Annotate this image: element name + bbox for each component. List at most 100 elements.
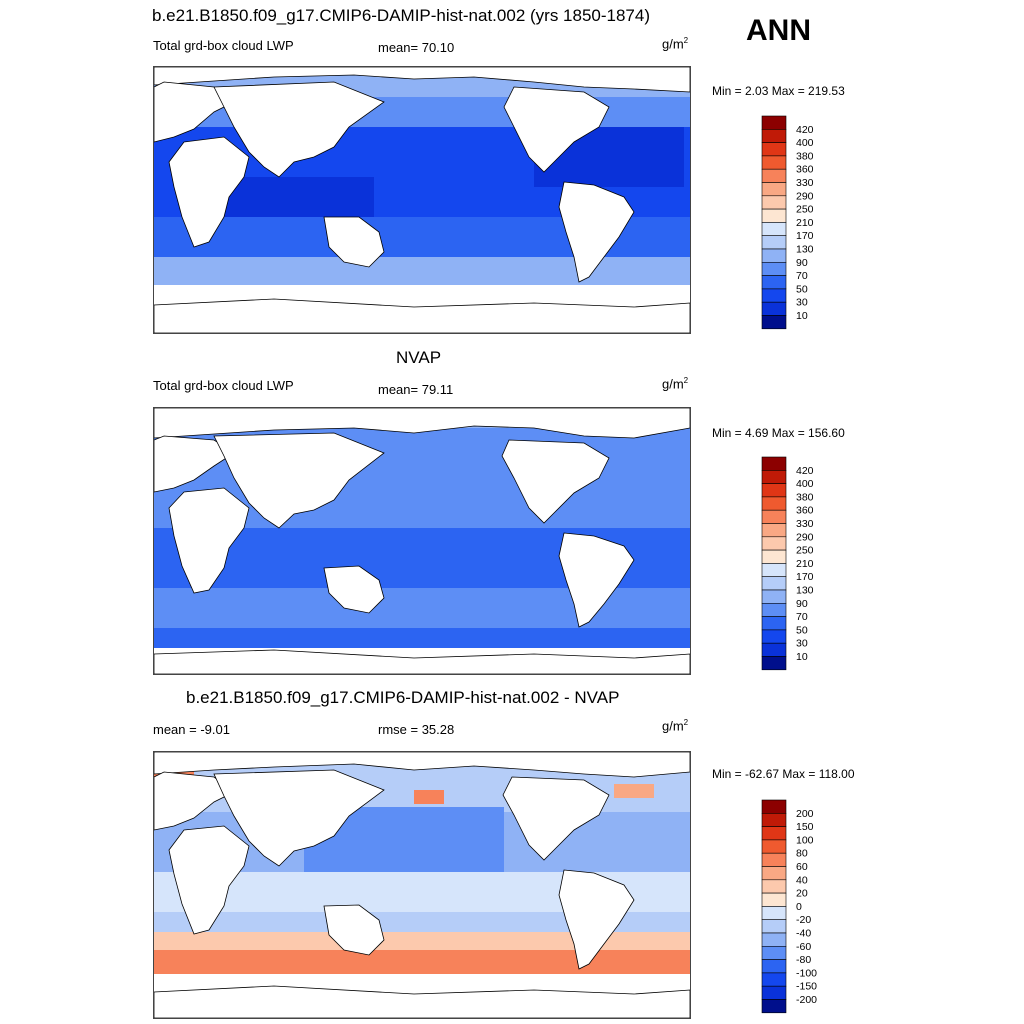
panel-1-colorbar-tick-label: 170 — [796, 230, 814, 242]
panel-1-colorbar-tick-label: 50 — [796, 283, 808, 295]
panel-3-colorbar-swatch — [761, 852, 787, 867]
panel-1-colorbar-swatch — [761, 288, 787, 303]
panel-1-colorbar-tick-label: 420 — [796, 124, 814, 136]
panel-1-colorbar-tick-label: 290 — [796, 190, 814, 202]
panel-3-colorbar-tick-label: -100 — [796, 967, 817, 979]
panel-3-rmse-label: rmse = 35.28 — [378, 722, 455, 737]
panel-2-colorbar-swatch — [761, 603, 787, 617]
panel-2-colorbar-swatch — [761, 589, 787, 604]
panel-3-colorbar-swatch — [761, 932, 787, 947]
panel-3-colorbar-swatch — [761, 946, 787, 960]
panel-1-colorbar-tick-label: 360 — [796, 164, 814, 176]
panel-3-colorbar: 200 150 100 80 60 40 20 0 -20 -40 -60 -80 -100 -150 -2… — [761, 799, 842, 1014]
panel-3-colorbar-swatch — [761, 866, 787, 881]
panel-2-colorbar-swatch — [761, 496, 787, 511]
panel-2-colorbar-tick-label: 290 — [796, 531, 814, 543]
panel-1-colorbar-tick-label: 400 — [796, 137, 814, 149]
panel-1-mean-label: mean= 70.10 — [378, 40, 455, 55]
panel-3-colorbar-swatch — [761, 799, 787, 814]
panel-2-colorbar-swatch — [761, 470, 787, 484]
panel-2-variable-label: Total grd-box cloud LWP — [153, 378, 294, 393]
panel-1-colorbar-swatch — [761, 301, 787, 316]
panel-3-colorbar-swatch — [761, 813, 787, 827]
panel-1-units: g/m2 — [662, 36, 689, 52]
panel-1-colorbar-tick-label: 30 — [796, 297, 808, 309]
panel-1-colorbar-swatch — [761, 275, 787, 290]
panel-2-colorbar-tick-label: 90 — [796, 598, 808, 610]
panel-3-colorbar-tick-label: 60 — [796, 861, 808, 873]
panel-2-colorbar-swatch — [761, 642, 787, 657]
panel-2-colorbar-swatch — [761, 536, 787, 551]
panel-2-colorbar-swatch — [761, 563, 787, 578]
panel-1-colorbar-swatch — [761, 129, 787, 143]
panel-1-colorbar-tick-label: 90 — [796, 257, 808, 269]
panel-1-colorbar-tick-label: 210 — [796, 217, 814, 229]
panel-1-colorbar-tick-label: 130 — [796, 244, 814, 256]
panel-3-colorbar-tick-label: 0 — [796, 901, 802, 913]
panel-3-colorbar-tick-label: 80 — [796, 848, 808, 860]
panel-1-colorbar-swatch — [761, 155, 787, 170]
panel-2-colorbar-swatch — [761, 509, 787, 524]
panel-3-title: b.e21.B1850.f09_g17.CMIP6-DAMIP-hist-nat… — [186, 688, 620, 707]
panel-1-colorbar-swatch — [761, 168, 787, 183]
panel-3-colorbar-tick-label: -150 — [796, 981, 817, 993]
panel-3-colorbar-tick-label: 200 — [796, 808, 814, 820]
panel-3-mean-label: mean = -9.01 — [153, 722, 230, 737]
panel-3-colorbar-tick-label: -200 — [796, 994, 817, 1006]
panel-2-colorbar-tick-label: 250 — [796, 545, 814, 557]
panel-3-colorbar-swatch — [761, 985, 787, 1000]
panel-1-colorbar-swatch — [761, 222, 787, 237]
panel-1-colorbar-swatch — [761, 248, 787, 263]
panel-3-colorbar-swatch — [761, 972, 787, 987]
panel-2-colorbar-swatch — [761, 549, 787, 564]
panel-3-colorbar-swatch — [761, 919, 787, 934]
panel-3-colorbar-tick-label: 40 — [796, 874, 808, 886]
panel-2-colorbar-swatch — [761, 656, 787, 671]
panel-3-colorbar-swatch — [761, 999, 787, 1014]
panel-2-mean-label: mean= 79.11 — [378, 382, 454, 397]
panel-3-units: g/m2 — [662, 718, 689, 734]
panel-3-colorbar-tick-label: -60 — [796, 941, 811, 953]
panel-2-colorbar: 420 400 380 360 330 290 250 210 170 130 90 70 50 30 10 — [761, 456, 842, 671]
panel-2-colorbar-tick-label: 10 — [796, 651, 808, 663]
panel-3-colorbar-swatch — [761, 879, 787, 894]
panel-1-title: b.e21.B1850.f09_g17.CMIP6-DAMIP-hist-nat… — [152, 6, 650, 25]
panel-2-title: NVAP — [396, 348, 442, 367]
panel-2-colorbar-tick-label: 50 — [796, 624, 808, 636]
panel-2-colorbar-tick-label: 400 — [796, 478, 814, 490]
panel-1-colorbar-swatch — [761, 182, 787, 197]
panel-3-colorbar-tick-label: 20 — [796, 888, 808, 900]
panel-2-colorbar-tick-label: 210 — [796, 558, 814, 570]
panel-3-colorbar-swatch — [761, 892, 787, 907]
panel-1-colorbar-swatch — [761, 195, 787, 210]
panel-3-colorbar-swatch — [761, 839, 787, 854]
panel-2-colorbar-tick-label: 380 — [796, 491, 814, 503]
panel-1-colorbar-tick-label: 380 — [796, 150, 814, 162]
panel-1-colorbar-tick-label: 10 — [796, 310, 808, 322]
panel-3-colorbar-tick-label: 150 — [796, 821, 814, 833]
panel-3-colorbar-swatch — [761, 959, 787, 974]
panel-2-colorbar-swatch — [761, 629, 787, 644]
panel-3-colorbar-tick-label: -80 — [796, 954, 811, 966]
panel-2-units: g/m2 — [662, 376, 689, 392]
panel-1-minmax: Min = 2.03 Max = 219.53 — [712, 84, 845, 98]
panel-2-colorbar-swatch — [761, 456, 787, 471]
panel-1-colorbar-swatch — [761, 315, 787, 330]
panel-2-map — [153, 407, 691, 675]
panel-1-colorbar-tick-label: 330 — [796, 177, 814, 189]
panel-2-minmax: Min = 4.69 Max = 156.60 — [712, 426, 845, 440]
panel-3-colorbar-swatch — [761, 906, 787, 921]
panel-3-colorbar-tick-label: -20 — [796, 914, 811, 926]
panel-1-colorbar-swatch — [761, 235, 787, 250]
panel-1-colorbar-tick-label: 70 — [796, 270, 808, 282]
panel-2-colorbar-swatch — [761, 616, 787, 631]
panel-2-colorbar-swatch — [761, 576, 787, 591]
panel-2-colorbar-tick-label: 420 — [796, 465, 814, 477]
panel-2-colorbar-swatch — [761, 483, 787, 498]
panel-1-variable-label: Total grd-box cloud LWP — [153, 38, 294, 53]
panel-3-map — [153, 751, 691, 1019]
panel-2-colorbar-tick-label: 70 — [796, 611, 808, 623]
panel-3-colorbar-tick-label: 100 — [796, 834, 814, 846]
panel-1-map — [153, 66, 691, 334]
